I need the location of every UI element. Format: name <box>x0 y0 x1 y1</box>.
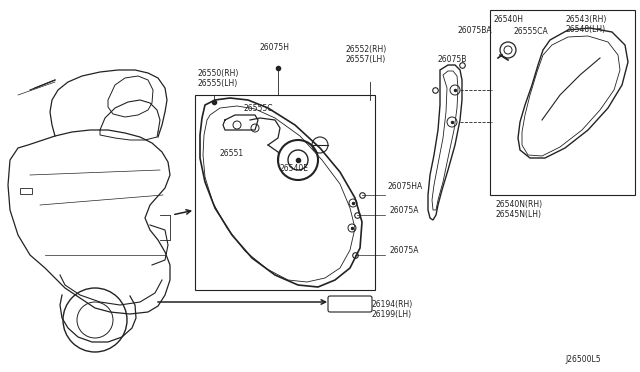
Text: 26075B: 26075B <box>438 55 467 64</box>
Text: 26075H: 26075H <box>260 43 290 52</box>
Text: 26543(RH)
26548(LH): 26543(RH) 26548(LH) <box>565 15 606 34</box>
Text: 26075A: 26075A <box>390 246 419 254</box>
Text: 26194(RH)
26199(LH): 26194(RH) 26199(LH) <box>372 300 413 320</box>
Text: 26075BA: 26075BA <box>458 26 493 35</box>
Text: 26550(RH)
26555(LH): 26550(RH) 26555(LH) <box>198 68 239 88</box>
Text: 26540N(RH)
26545N(LH): 26540N(RH) 26545N(LH) <box>495 200 542 219</box>
Text: 26551: 26551 <box>220 149 244 158</box>
Text: 26540H: 26540H <box>493 15 523 24</box>
Text: 26540E: 26540E <box>280 164 309 173</box>
Text: 26075A: 26075A <box>390 205 419 215</box>
Text: J26500L5: J26500L5 <box>565 355 600 364</box>
Bar <box>195 95 375 290</box>
Bar <box>20 188 32 194</box>
Text: 26555CA: 26555CA <box>513 27 548 36</box>
Bar <box>490 10 635 195</box>
Text: 26552(RH)
26557(LH): 26552(RH) 26557(LH) <box>345 45 387 64</box>
Text: 26555C: 26555C <box>243 104 273 113</box>
Text: 26075HA: 26075HA <box>388 182 423 190</box>
